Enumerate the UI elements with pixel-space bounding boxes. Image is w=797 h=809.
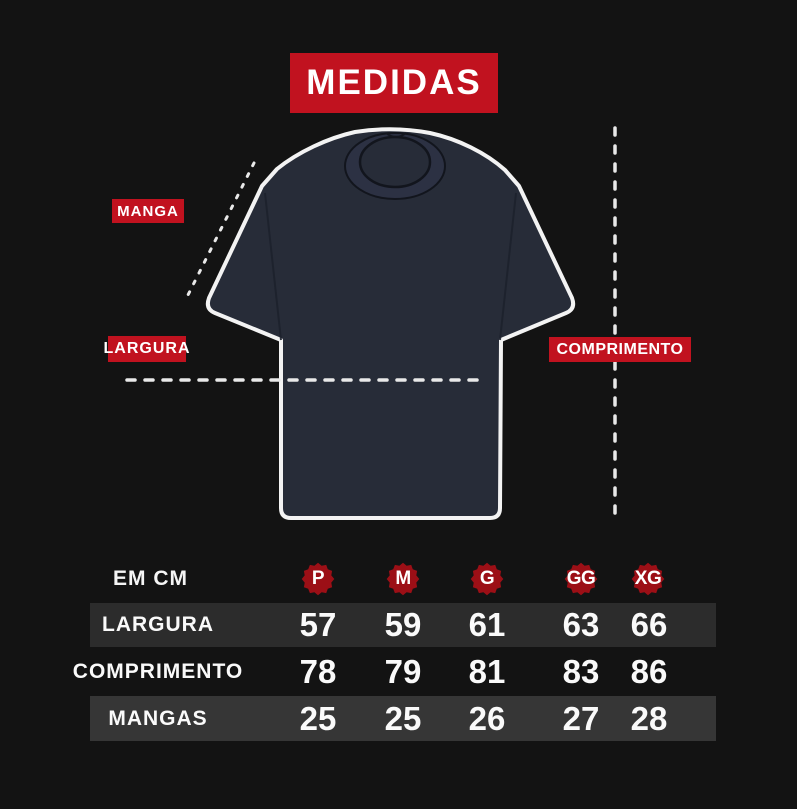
- table-cell: 63: [562, 606, 600, 643]
- table-cell: 25: [384, 699, 422, 737]
- width-label: LARGURA: [104, 336, 190, 362]
- sleeve-label: MANGA: [112, 199, 184, 223]
- sleeve-measure-line: [185, 161, 256, 299]
- size-label: M: [395, 568, 411, 589]
- table-row-largura: LARGURA 57 59 61 63 66: [90, 603, 716, 647]
- table-cell: 81: [468, 652, 506, 690]
- row-label: LARGURA: [102, 613, 214, 636]
- page-title: MEDIDAS: [290, 53, 498, 113]
- size-label: XG: [634, 568, 662, 589]
- table-cell: 28: [630, 699, 668, 737]
- size-badge-m: M: [386, 562, 420, 596]
- table-row-comprimento: COMPRIMENTO 78 79 81 83 86: [73, 647, 716, 696]
- size-label: GG: [566, 568, 596, 589]
- tshirt-diagram: [125, 126, 617, 524]
- table-cell: 61: [468, 606, 506, 643]
- row-label: MANGAS: [108, 706, 208, 730]
- collar-inner: [358, 135, 432, 189]
- table-cell: 59: [384, 606, 422, 643]
- table-row-mangas: MANGAS 25 25 26 27 28: [90, 696, 716, 741]
- size-badge-gg: GG: [564, 562, 598, 596]
- length-label: COMPRIMENTO: [549, 337, 691, 362]
- table-cell: 27: [562, 699, 600, 737]
- row-label: COMPRIMENTO: [72, 659, 244, 683]
- table-cell: 83: [562, 652, 600, 690]
- table-cell: 78: [299, 652, 337, 690]
- collar-notch: [385, 132, 407, 138]
- tshirt-outline: [205, 127, 576, 520]
- table-cell: 25: [299, 699, 337, 737]
- table-cell: 86: [630, 652, 668, 690]
- left-sleeve-seam: [264, 192, 282, 341]
- table-cell: 26: [468, 699, 506, 737]
- table-cell: 66: [630, 606, 668, 643]
- unit-label: EM CM: [113, 566, 188, 590]
- size-badge-p: P: [301, 562, 335, 596]
- size-label: G: [479, 568, 495, 589]
- size-label: P: [311, 568, 325, 589]
- right-sleeve-seam: [499, 192, 517, 341]
- table-cell: 57: [299, 606, 337, 643]
- size-badge-xg: XG: [631, 562, 665, 596]
- table-cell: 79: [384, 652, 422, 690]
- size-badge-g: G: [470, 562, 504, 596]
